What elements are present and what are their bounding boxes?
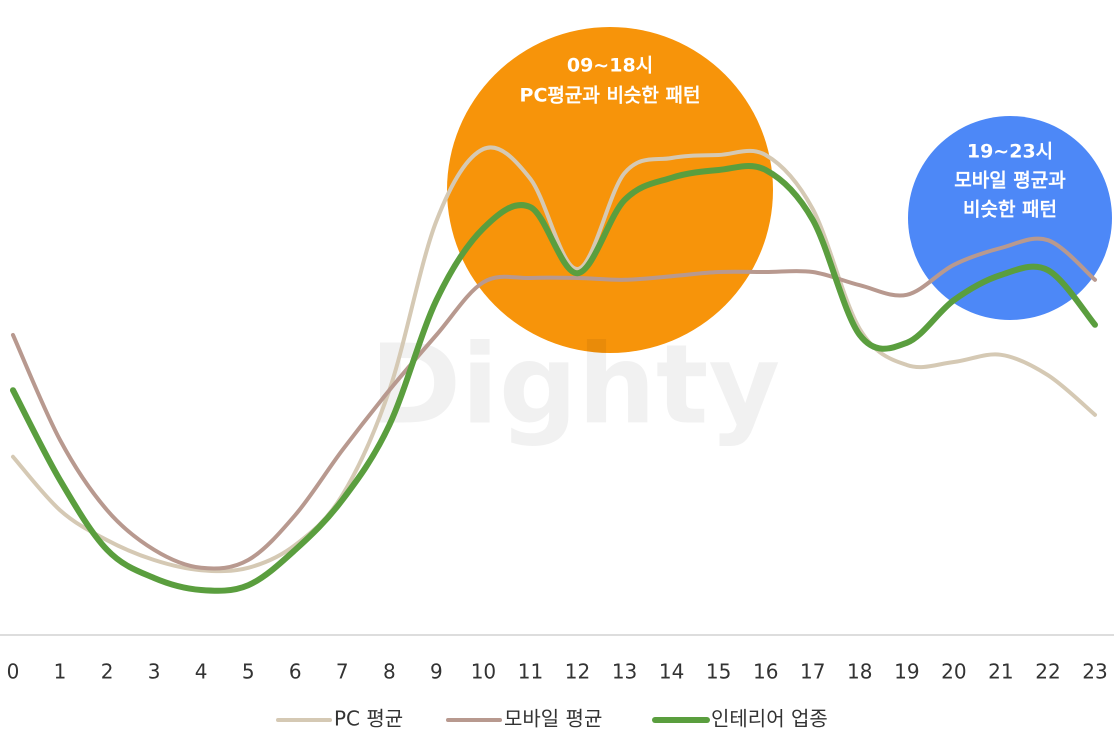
x-tick-label: 8 <box>383 660 396 684</box>
x-tick-label: 20 <box>941 660 966 684</box>
legend-label: 모바일 평균 <box>504 707 602 731</box>
annotation-circle <box>447 27 773 353</box>
legend-label: 인테리어 업종 <box>711 707 828 731</box>
x-tick-label: 7 <box>336 660 349 684</box>
x-tick-label: 12 <box>565 660 590 684</box>
series-line <box>10 163 1098 594</box>
series-line <box>11 236 1097 571</box>
x-tick-label: 2 <box>101 660 114 684</box>
x-tick-label: 15 <box>706 660 731 684</box>
x-tick-label: 5 <box>242 660 255 684</box>
annotation-text: 19~23시 <box>967 141 1053 163</box>
x-tick-label: 13 <box>612 660 637 684</box>
annotation-text: 비슷한 패턴 <box>963 199 1057 221</box>
x-tick-label: 6 <box>289 660 302 684</box>
x-tick-label: 16 <box>753 660 778 684</box>
x-tick-label: 17 <box>800 660 825 684</box>
x-tick-label: 22 <box>1035 660 1060 684</box>
x-tick-label: 10 <box>471 660 496 684</box>
annotation-text: PC평균과 비슷한 패턴 <box>520 85 701 107</box>
x-tick-label: 3 <box>148 660 161 684</box>
x-tick-label: 1 <box>54 660 67 684</box>
series-line <box>11 145 1097 574</box>
x-tick-label: 21 <box>988 660 1013 684</box>
annotation-circle <box>908 116 1112 320</box>
x-tick-label: 19 <box>894 660 919 684</box>
annotation-text: 09~18시 <box>567 55 653 77</box>
x-tick-label: 9 <box>430 660 443 684</box>
x-tick-label: 0 <box>7 660 20 684</box>
watermark: Dighty <box>370 320 780 448</box>
x-tick-label: 11 <box>518 660 543 684</box>
x-tick-label: 18 <box>847 660 872 684</box>
annotation-text: 모바일 평균과 <box>954 170 1066 192</box>
legend-label: PC 평균 <box>334 707 403 731</box>
x-tick-label: 14 <box>659 660 684 684</box>
x-tick-label: 23 <box>1082 660 1107 684</box>
x-tick-label: 4 <box>195 660 208 684</box>
